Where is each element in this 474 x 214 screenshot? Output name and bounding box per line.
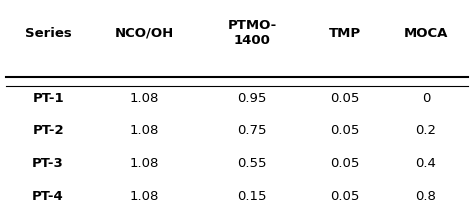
Text: 0.05: 0.05 bbox=[330, 92, 360, 104]
Text: 0.05: 0.05 bbox=[330, 157, 360, 170]
Text: PT-3: PT-3 bbox=[32, 157, 64, 170]
Text: 0.8: 0.8 bbox=[416, 190, 437, 203]
Text: 1.08: 1.08 bbox=[129, 190, 159, 203]
Text: PTMO-
1400: PTMO- 1400 bbox=[228, 19, 277, 47]
Text: PT-4: PT-4 bbox=[32, 190, 64, 203]
Text: NCO/OH: NCO/OH bbox=[114, 27, 173, 40]
Text: TMP: TMP bbox=[329, 27, 361, 40]
Text: 0.4: 0.4 bbox=[416, 157, 437, 170]
Text: PT-2: PT-2 bbox=[32, 124, 64, 137]
Text: Series: Series bbox=[25, 27, 72, 40]
Text: 0.95: 0.95 bbox=[237, 92, 267, 104]
Text: 1.08: 1.08 bbox=[129, 92, 159, 104]
Text: 1.08: 1.08 bbox=[129, 124, 159, 137]
Text: 0.15: 0.15 bbox=[237, 190, 267, 203]
Text: 1.08: 1.08 bbox=[129, 157, 159, 170]
Text: 0.05: 0.05 bbox=[330, 124, 360, 137]
Text: 0.75: 0.75 bbox=[237, 124, 267, 137]
Text: 0.55: 0.55 bbox=[237, 157, 267, 170]
Text: MOCA: MOCA bbox=[404, 27, 448, 40]
Text: 0.05: 0.05 bbox=[330, 190, 360, 203]
Text: 0.2: 0.2 bbox=[415, 124, 437, 137]
Text: 0: 0 bbox=[422, 92, 430, 104]
Text: PT-1: PT-1 bbox=[32, 92, 64, 104]
